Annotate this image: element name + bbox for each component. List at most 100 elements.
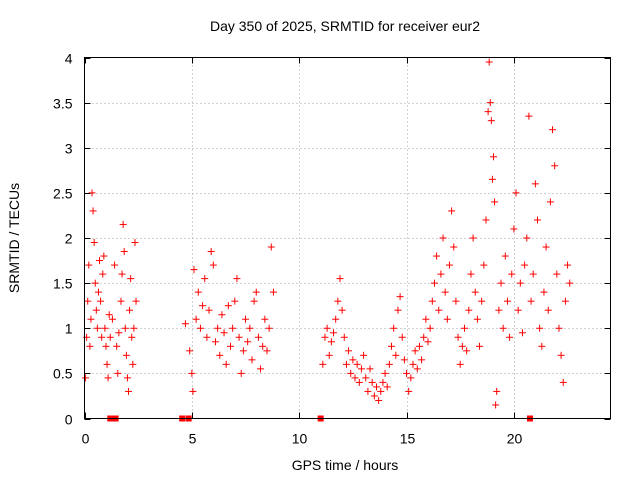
data-point	[478, 297, 486, 305]
data-point	[224, 302, 232, 310]
data-point	[473, 315, 481, 323]
y-tick-label: 0	[65, 412, 73, 428]
data-point	[82, 374, 90, 382]
data-point	[523, 234, 531, 242]
data-point	[491, 198, 499, 206]
data-point	[527, 297, 535, 305]
data-point	[84, 297, 92, 305]
data-point	[538, 342, 546, 350]
data-point	[194, 288, 202, 296]
data-point	[128, 333, 136, 341]
data-point	[454, 333, 462, 341]
data-point	[557, 351, 565, 359]
data-point	[259, 342, 267, 350]
data-point	[484, 108, 492, 116]
data-point	[90, 239, 98, 247]
data-point	[465, 306, 473, 314]
data-point	[338, 306, 346, 314]
data-point	[385, 360, 393, 368]
data-point	[396, 293, 404, 301]
data-point	[409, 360, 417, 368]
data-point	[508, 270, 516, 278]
data-point	[233, 275, 241, 283]
data-point	[381, 369, 389, 377]
data-point	[242, 315, 250, 323]
data-point	[87, 315, 95, 323]
data-point	[203, 333, 211, 341]
data-point	[105, 311, 113, 319]
data-point	[415, 342, 423, 350]
data-point	[441, 288, 449, 296]
data-point	[108, 315, 116, 323]
data-point	[372, 383, 380, 391]
data-point	[529, 270, 537, 278]
data-point	[257, 365, 265, 373]
data-point	[499, 324, 507, 332]
y-tick-labels: 0 0.5 1 1.5 2 2.5 3 3.5 4	[53, 51, 73, 428]
data-point	[355, 378, 363, 386]
data-point	[345, 347, 353, 355]
data-point	[250, 297, 258, 305]
data-point	[546, 198, 554, 206]
y-tick-label: 2.5	[53, 186, 73, 202]
data-point	[503, 297, 511, 305]
data-point	[103, 360, 111, 368]
data-point	[261, 315, 269, 323]
data-point	[267, 243, 275, 251]
data-point	[485, 58, 493, 66]
data-point	[353, 360, 361, 368]
data-point	[115, 329, 123, 337]
data-point	[235, 333, 243, 341]
y-tick-label: 3	[65, 141, 73, 157]
chart-title: Day 350 of 2025, SRMTID for receiver eur…	[210, 18, 480, 34]
data-point	[196, 324, 204, 332]
data-point	[89, 207, 97, 215]
data-point	[559, 378, 567, 386]
data-point	[100, 252, 108, 260]
data-point	[467, 270, 475, 278]
data-point	[342, 360, 350, 368]
data-point	[332, 315, 340, 323]
data-point	[489, 153, 497, 161]
data-point	[323, 324, 331, 332]
data-point	[379, 378, 387, 386]
data-point	[364, 387, 372, 395]
data-point	[246, 324, 254, 332]
data-point	[469, 234, 477, 242]
data-point	[130, 324, 138, 332]
data-point	[91, 279, 99, 287]
data-point	[336, 275, 344, 283]
data-point	[85, 261, 93, 269]
y-tick-label: 3.5	[53, 96, 73, 112]
data-point	[445, 261, 453, 269]
data-point	[398, 333, 406, 341]
data-point	[561, 297, 569, 305]
data-point	[544, 306, 552, 314]
data-point	[93, 324, 101, 332]
data-point	[114, 369, 122, 377]
data-point	[127, 275, 135, 283]
data-point	[189, 387, 197, 395]
data-point	[132, 297, 140, 305]
data-point	[129, 360, 137, 368]
data-point	[104, 374, 112, 382]
data-point	[518, 329, 526, 337]
data-point	[86, 342, 94, 350]
data-point	[521, 261, 529, 269]
data-point	[334, 297, 342, 305]
y-tick-label: 1.5	[53, 276, 73, 292]
data-point	[403, 369, 411, 377]
data-point	[330, 329, 338, 337]
data-point	[448, 207, 456, 215]
data-point	[514, 306, 522, 314]
data-point	[456, 360, 464, 368]
data-point	[118, 270, 126, 278]
data-point	[205, 306, 213, 314]
data-point	[564, 261, 572, 269]
data-point	[126, 306, 134, 314]
x-axis-label: GPS time / hours	[292, 457, 399, 473]
x-tick-label: 10	[292, 431, 308, 447]
data-point	[461, 324, 469, 332]
data-point	[123, 374, 131, 382]
